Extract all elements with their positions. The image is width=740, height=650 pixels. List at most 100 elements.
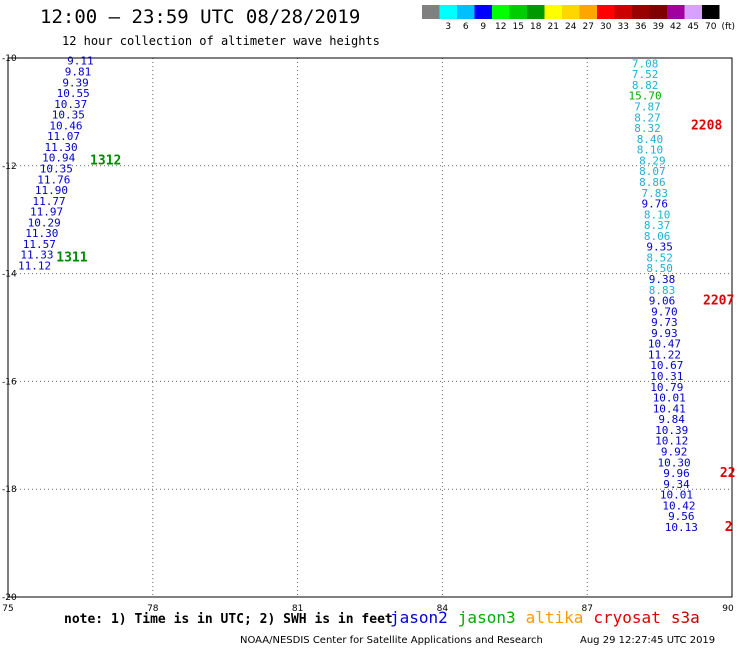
- wave-height-label: 7.83: [642, 187, 669, 200]
- wave-height-label: 8.40: [637, 133, 664, 146]
- wave-height-label: 9.84: [658, 413, 685, 426]
- legend-bin-label: 27: [583, 22, 594, 32]
- wave-height-label: 9.92: [661, 445, 688, 458]
- wave-height-label: 11.57: [23, 238, 56, 251]
- wave-height-label: 11.30: [25, 227, 58, 240]
- legend-swatch: [527, 5, 545, 19]
- wave-height-label: 8.37: [644, 219, 671, 232]
- legend-bin-label: 18: [530, 22, 542, 32]
- pass-number-label: 22: [720, 466, 736, 481]
- legend-bin-label: 24: [565, 22, 577, 32]
- wave-height-label: 15.70: [629, 90, 662, 103]
- legend-swatch: [702, 5, 720, 19]
- legend-swatch: [597, 5, 615, 19]
- wave-height-label: 9.11: [67, 55, 94, 68]
- y-tick-label: -12: [2, 162, 17, 172]
- wave-height-label: 9.96: [663, 467, 690, 480]
- x-tick-label: 84: [437, 604, 449, 614]
- legend-swatch: [614, 5, 632, 19]
- wave-height-label: 9.70: [651, 305, 678, 318]
- wave-height-label: 8.52: [646, 251, 673, 264]
- legend-bin-label: 21: [548, 22, 559, 32]
- wave-height-label: 8.10: [644, 208, 671, 221]
- wave-height-label: 9.73: [651, 316, 678, 329]
- pass-number-label: 1311: [56, 250, 87, 265]
- wave-height-label: 10.01: [660, 489, 693, 502]
- wave-height-label: 8.06: [644, 230, 671, 243]
- satellite-label: s3a: [670, 608, 700, 627]
- wave-height-label: 11.12: [18, 260, 51, 273]
- legend-bin-label: 42: [670, 22, 681, 32]
- chart-axes: 75 78 81 84 87 90 -10 -12 -14 -16 -18 -20: [2, 54, 734, 614]
- units-note: note: 1) Time is in UTC; 2) SWH is in fe…: [64, 612, 393, 627]
- wave-height-label: 10.29: [28, 216, 61, 229]
- wave-height-label: 8.50: [646, 262, 673, 275]
- wave-height-label: 8.29: [639, 154, 666, 167]
- wave-height-label: 11.97: [30, 206, 63, 219]
- wave-height-label: 10.35: [40, 162, 73, 175]
- footer-credit: NOAA/NESDIS Center for Satellite Applica…: [240, 635, 543, 646]
- legend-bin-label: 70: [705, 22, 717, 32]
- x-tick-label: 78: [147, 604, 159, 614]
- satellite-label: jason3: [457, 608, 516, 627]
- legend-bin-label: 3: [445, 22, 451, 32]
- legend-swatch: [632, 5, 650, 19]
- satellite-legend: jason2 jason3 altika cryosat s3a: [390, 608, 710, 627]
- wave-height-label: 10.37: [54, 98, 87, 111]
- legend-bin-label: 6: [463, 22, 469, 32]
- footer-timestamp: Aug 29 12:27:45 UTC 2019: [580, 635, 716, 646]
- legend-swatch: [667, 5, 685, 19]
- y-tick-label: -20: [2, 593, 17, 603]
- wave-height-label: 8.07: [639, 165, 666, 178]
- wave-height-label: 10.42: [662, 499, 695, 512]
- wave-height-label: 8.27: [634, 111, 661, 124]
- y-tick-label: -10: [2, 54, 17, 64]
- legend-swatch: [492, 5, 510, 19]
- chart-grid: [7, 57, 733, 598]
- legend-bin-label: 15: [513, 22, 524, 32]
- legend-swatch: [422, 5, 440, 19]
- wave-height-label: 9.06: [649, 295, 676, 308]
- wave-height-label: 10.35: [52, 109, 85, 122]
- wave-height-label: 7.87: [634, 101, 661, 114]
- y-tick-label: -18: [2, 485, 17, 495]
- wave-height-label: 7.52: [632, 68, 659, 81]
- legend-swatch: [562, 5, 580, 19]
- satellite-label: cryosat: [593, 608, 661, 627]
- legend-swatch: [579, 5, 597, 19]
- wave-height-label: 10.39: [655, 424, 688, 437]
- x-tick-label: 75: [2, 604, 13, 614]
- legend-unit-label: (ft): [722, 22, 736, 32]
- wave-height-label: 10.79: [650, 381, 683, 394]
- wave-height-label: 11.33: [20, 249, 53, 262]
- wave-height-label: 9.39: [62, 76, 89, 89]
- legend-bin-label: 12: [495, 22, 506, 32]
- wave-height-label: 9.34: [663, 478, 690, 491]
- wave-height-label: 8.32: [634, 122, 661, 135]
- wave-height-label: 9.81: [65, 65, 92, 78]
- legend-swatch: [474, 5, 492, 19]
- legend-swatch: [509, 5, 527, 19]
- wave-height-label: 11.90: [35, 184, 68, 197]
- wave-height-label: 8.82: [632, 79, 659, 92]
- wave-height-label: 10.31: [650, 370, 683, 383]
- legend-bin-label: 39: [653, 22, 665, 32]
- chart-subtitle: 12 hour collection of altimeter wave hei…: [62, 34, 380, 48]
- wave-height-label: 8.86: [639, 176, 666, 189]
- data-points: 9.119.819.3910.5510.3710.3510.4611.0711.…: [18, 55, 698, 534]
- wave-height-label: 10.55: [57, 87, 90, 100]
- x-tick-label: 87: [581, 604, 592, 614]
- satellite-label: jason2: [390, 608, 448, 627]
- wave-height-label: 9.35: [646, 241, 673, 254]
- wave-height-label: 9.56: [668, 510, 695, 523]
- legend-bin-label: 36: [635, 22, 647, 32]
- wave-height-label: 8.10: [637, 144, 664, 157]
- wave-height-label: 11.07: [47, 130, 80, 143]
- legend-swatch: [544, 5, 562, 19]
- satellite-label: altika: [525, 608, 584, 627]
- wave-height-label: 7.08: [632, 57, 659, 70]
- legend-bin-label: 33: [618, 22, 629, 32]
- wave-height-label: 10.46: [49, 119, 82, 132]
